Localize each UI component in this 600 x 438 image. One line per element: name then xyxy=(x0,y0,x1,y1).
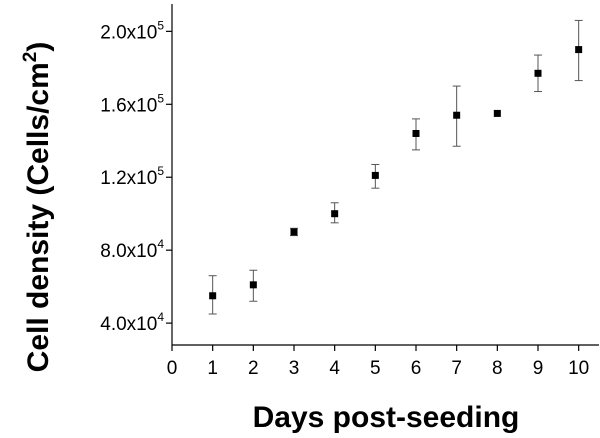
data-point xyxy=(331,210,339,218)
y-tick-label-base: 4.0x10 xyxy=(100,314,157,335)
y-tick-label: 4.0x104 xyxy=(100,310,164,335)
y-tick-label: 2.0x105 xyxy=(100,18,164,43)
y-tick-label: 1.2x105 xyxy=(100,164,164,189)
y-axis-title: Cell density (Cells/cm2) xyxy=(20,42,55,373)
x-axis-title: Days post-seeding xyxy=(253,401,520,434)
data-point xyxy=(249,281,257,289)
x-tick-label: 2 xyxy=(248,358,259,379)
data-point xyxy=(575,46,583,54)
y-tick-label-exponent: 4 xyxy=(157,237,164,251)
data-point xyxy=(493,109,501,117)
chart-axes xyxy=(171,4,599,346)
y-tick-label: 8.0x104 xyxy=(100,237,164,262)
y-tick-label-exponent: 4 xyxy=(157,310,164,324)
data-point xyxy=(412,129,420,137)
data-point xyxy=(371,171,379,179)
y-tick-label: 1.6x105 xyxy=(100,91,164,116)
y-tick-label-base: 2.0x10 xyxy=(100,22,157,43)
x-tick-label: 6 xyxy=(411,358,422,379)
y-axis-title-superscript: 2 xyxy=(20,52,41,63)
y-axis-title-text: Cell density (Cells/cm xyxy=(22,62,55,372)
y-tick-label-exponent: 5 xyxy=(157,91,164,105)
x-tick-label: 8 xyxy=(492,358,503,379)
x-axis-ticks: 0 1 2 3 4 5 6 7 8 9 10 xyxy=(167,345,589,379)
x-tick-label: 3 xyxy=(289,358,300,379)
data-point xyxy=(453,111,461,119)
data-point xyxy=(290,228,298,236)
x-tick-label: 5 xyxy=(370,358,381,379)
data-point xyxy=(209,292,217,300)
y-tick-label-exponent: 5 xyxy=(157,164,164,178)
data-point xyxy=(534,69,542,77)
y-tick-label-base: 1.2x10 xyxy=(100,168,157,189)
x-tick-label: 9 xyxy=(533,358,544,379)
x-tick-label: 0 xyxy=(167,358,178,379)
y-tick-label-base: 8.0x10 xyxy=(100,241,157,262)
error-bars xyxy=(208,19,583,315)
x-tick-label: 4 xyxy=(329,358,340,379)
x-tick-label: 1 xyxy=(207,358,218,379)
x-tick-label: 7 xyxy=(451,358,462,379)
y-tick-label-base: 1.6x10 xyxy=(100,95,157,116)
y-tick-label-exponent: 5 xyxy=(157,18,164,32)
data-points xyxy=(209,46,583,300)
y-axis-title-close: ) xyxy=(22,42,55,52)
x-tick-label: 10 xyxy=(568,358,589,379)
